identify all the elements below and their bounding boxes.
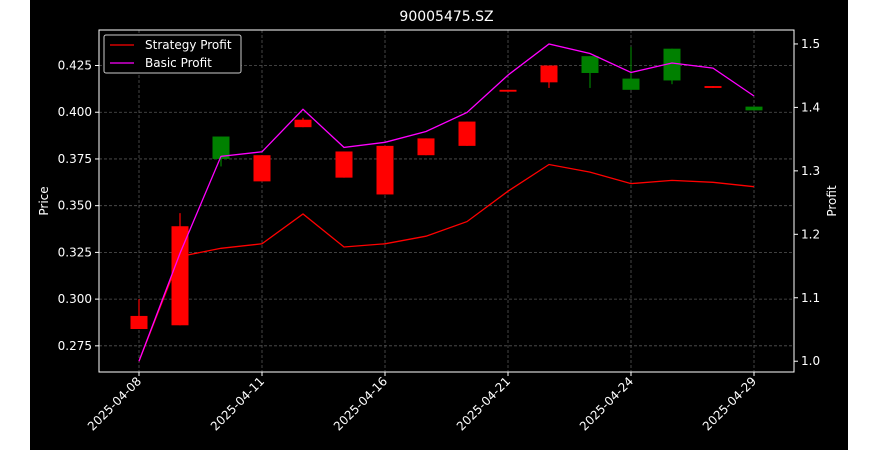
candle-body <box>704 86 722 88</box>
legend-label-basic: Basic Profit <box>145 56 212 70</box>
right-tick-label: 1.1 <box>801 291 820 305</box>
left-tick-label: 0.375 <box>58 152 92 166</box>
candle-body <box>622 78 640 90</box>
y-axis-label-left: Price <box>37 186 51 215</box>
left-tick-label: 0.425 <box>58 59 92 73</box>
strategy-profit-line <box>138 163 755 362</box>
candle-body <box>458 121 476 146</box>
left-tick-label: 0.325 <box>58 245 92 259</box>
right-tick-label: 1.0 <box>801 354 820 368</box>
candle-body <box>499 89 517 92</box>
y-axis-label-right: Profit <box>825 185 839 217</box>
legend: Strategy Profit Basic Profit <box>103 34 242 74</box>
candle-body <box>294 119 312 128</box>
x-tick-label: 2025-04-11 <box>208 374 267 433</box>
grid <box>99 30 794 372</box>
left-tick-label: 0.300 <box>58 292 92 306</box>
plot-frame <box>98 29 795 373</box>
left-tick-label: 0.275 <box>58 339 92 353</box>
candle-body <box>663 48 681 81</box>
x-tick-label: 2025-04-08 <box>85 374 144 433</box>
legend-box <box>103 34 242 74</box>
basic-profit-line <box>138 43 755 362</box>
x-tick-label: 2025-04-29 <box>700 374 759 433</box>
candle-body <box>130 315 148 330</box>
x-tick-label: 2025-04-24 <box>577 374 636 433</box>
right-tick-label: 1.2 <box>801 227 820 241</box>
candlestick-chart: 0.275 0.300 0.325 0.350 0.375 0.400 0.425 1.0 1.… <box>37 9 839 433</box>
profit-lines <box>138 43 755 362</box>
right-tick-label: 1.5 <box>801 37 820 51</box>
chart-title: 90005475.SZ <box>399 9 493 25</box>
x-tick-label: 2025-04-21 <box>454 374 513 433</box>
candle-body <box>335 151 353 178</box>
right-tick-label: 1.4 <box>801 100 820 114</box>
chart-figure: 0.275 0.300 0.325 0.350 0.375 0.400 0.425 1.0 1.… <box>30 0 848 450</box>
right-tick-label: 1.3 <box>801 164 820 178</box>
candle-body <box>745 106 763 111</box>
legend-label-strategy: Strategy Profit <box>145 38 232 52</box>
candle-body <box>253 155 271 182</box>
candle-body <box>417 138 435 156</box>
candle-body <box>376 145 394 195</box>
candles <box>130 46 763 330</box>
left-tick-label: 0.400 <box>58 105 92 119</box>
candle-body <box>212 136 230 159</box>
candle-body <box>581 56 599 73</box>
candle-body <box>171 226 189 326</box>
left-tick-label: 0.350 <box>58 199 92 213</box>
candle-body <box>540 65 558 83</box>
x-tick-label: 2025-04-16 <box>331 374 390 433</box>
